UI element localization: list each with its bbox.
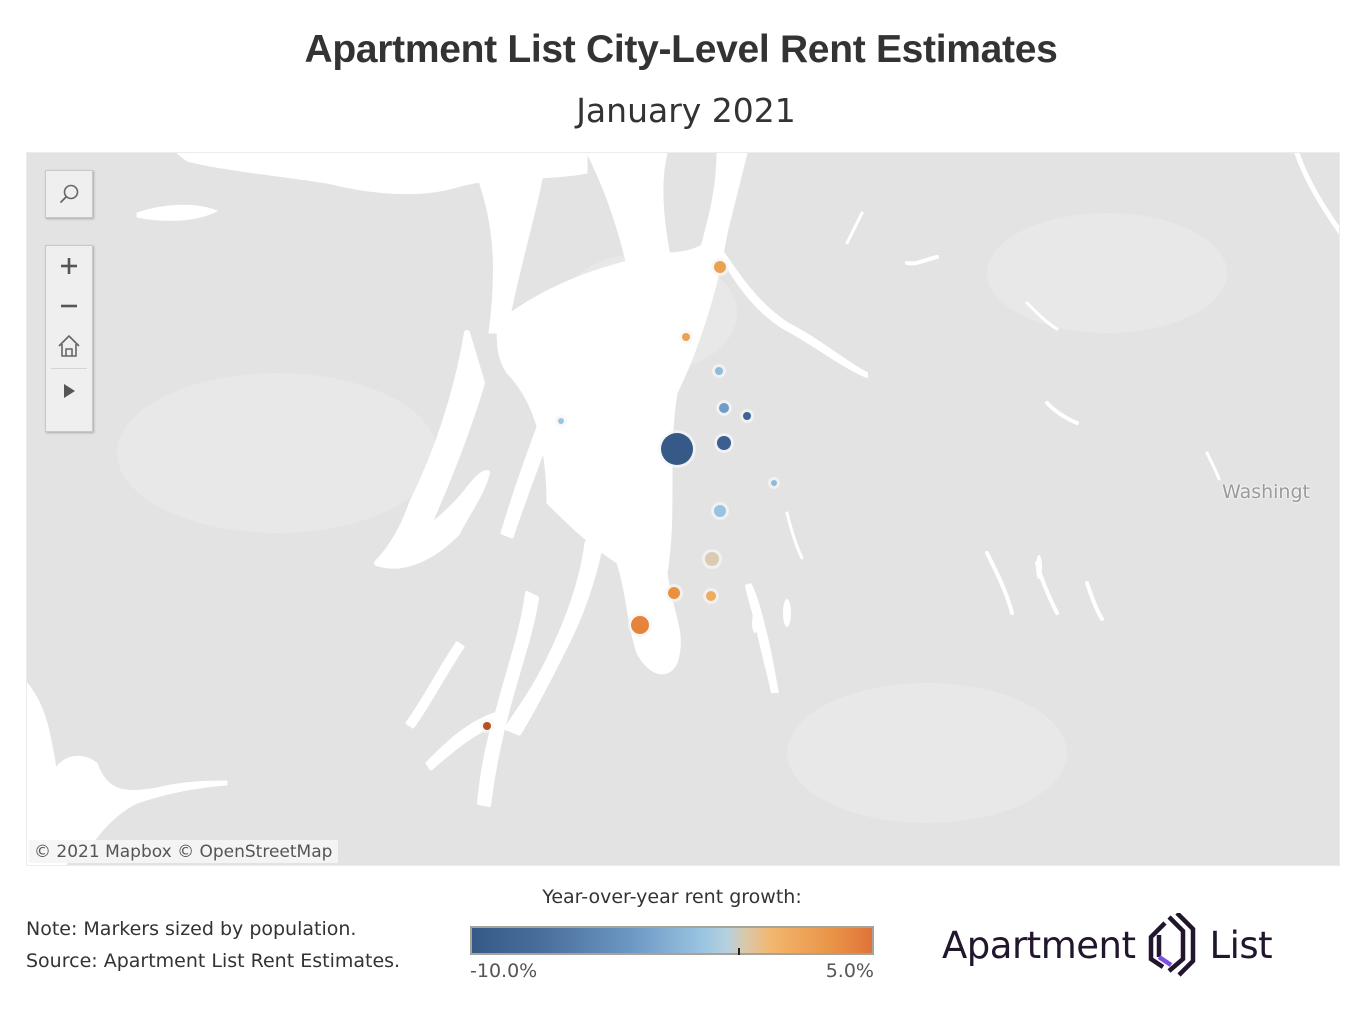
city-marker[interactable] bbox=[715, 367, 723, 375]
map-search-button[interactable] bbox=[45, 170, 93, 218]
city-marker[interactable] bbox=[682, 333, 690, 341]
zoom-out-button[interactable] bbox=[45, 286, 93, 326]
city-marker[interactable] bbox=[706, 591, 716, 601]
map-basemap bbox=[27, 153, 1339, 865]
map-zoom-controls bbox=[45, 245, 93, 432]
page-subtitle: January 2021 bbox=[576, 91, 796, 130]
city-marker[interactable] bbox=[714, 505, 726, 517]
play-button[interactable] bbox=[45, 371, 93, 411]
logo-text-left: Apartment bbox=[942, 923, 1136, 967]
map-view[interactable]: Washingt bbox=[26, 152, 1340, 866]
apartment-list-logo: Apartment List bbox=[942, 910, 1273, 980]
search-icon bbox=[60, 184, 79, 203]
logo-text-right: List bbox=[1209, 923, 1273, 967]
zoom-in-button[interactable] bbox=[45, 246, 93, 286]
city-marker[interactable] bbox=[771, 480, 777, 486]
legend-color-bar bbox=[470, 926, 874, 955]
page-title: Apartment List City-Level Rent Estimates bbox=[304, 28, 1058, 71]
map-attribution[interactable]: © 2021 Mapbox © OpenStreetMap bbox=[29, 840, 339, 863]
city-marker[interactable] bbox=[719, 403, 729, 413]
city-marker[interactable] bbox=[558, 418, 564, 424]
house-logo-icon bbox=[1149, 913, 1196, 977]
city-marker[interactable] bbox=[668, 587, 680, 599]
control-divider bbox=[51, 368, 87, 369]
legend-title: Year-over-year rent growth: bbox=[542, 886, 802, 908]
city-marker[interactable] bbox=[631, 616, 649, 634]
city-marker[interactable] bbox=[743, 412, 751, 420]
plus-icon bbox=[61, 258, 77, 274]
map-region-label: Washingt bbox=[1222, 481, 1310, 503]
city-marker[interactable] bbox=[483, 722, 491, 730]
home-button[interactable] bbox=[45, 326, 93, 366]
city-marker[interactable] bbox=[714, 261, 726, 273]
city-marker[interactable] bbox=[717, 436, 731, 450]
note-text: Note: Markers sized by population. bbox=[26, 918, 357, 940]
legend-min-label: -10.0% bbox=[470, 960, 538, 982]
city-marker[interactable] bbox=[705, 552, 719, 566]
footnote: Note: Markers sized by population. Sourc… bbox=[26, 913, 400, 977]
legend-max-label: 5.0% bbox=[825, 960, 874, 982]
home-icon bbox=[58, 335, 80, 357]
play-icon bbox=[64, 384, 75, 398]
source-text: Source: Apartment List Rent Estimates. bbox=[26, 950, 401, 972]
legend-zero-tick bbox=[738, 948, 740, 955]
city-marker[interactable] bbox=[661, 433, 693, 465]
minus-icon bbox=[61, 304, 77, 308]
